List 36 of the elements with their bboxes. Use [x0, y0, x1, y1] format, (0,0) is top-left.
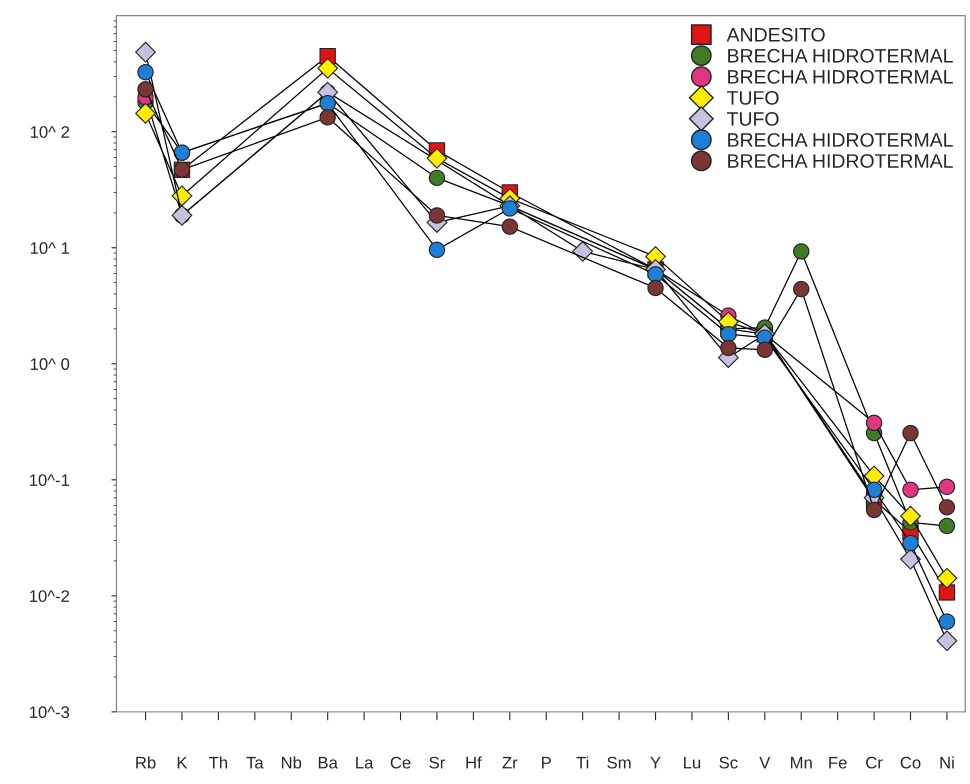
x-tick-label: Fe — [829, 756, 847, 769]
x-tick-label: Co — [900, 756, 920, 769]
x-tick-label: Zr — [502, 756, 518, 768]
y-tick-label: 10^ 0 — [30, 358, 70, 370]
x-tick-label: Cr — [866, 756, 883, 769]
x-tick-label: Y — [650, 756, 661, 768]
x-tick-label: Th — [209, 756, 228, 768]
y-tick-label: 10^-1 — [30, 474, 70, 486]
x-tick-label: P — [542, 756, 551, 768]
x-tick-label: V — [759, 756, 770, 768]
x-tick-label: Sr — [429, 756, 446, 769]
legend-label: TUFO — [727, 90, 779, 105]
x-tick-label: Lu — [684, 756, 700, 769]
x-tick-label: Ti — [576, 756, 588, 768]
x-tick-label: Ba — [318, 756, 338, 769]
y-tick-label: 10^ 2 — [30, 126, 70, 138]
legend-label: TUFO — [727, 112, 779, 126]
legend-label: BRECHA HIDROTERMAL — [728, 48, 953, 63]
y-tick-label: 10^ 1 — [30, 242, 70, 254]
x-tick-label: K — [178, 756, 188, 768]
y-tick-label: 10^-2 — [30, 590, 70, 602]
x-tick-label: Sm — [607, 756, 630, 769]
legend-label: BRECHA HIDROTERMAL — [728, 154, 953, 168]
x-tick-label: La — [356, 756, 374, 769]
x-tick-label: Ta — [246, 756, 264, 769]
x-tick-label: Hf — [466, 756, 482, 768]
x-tick-label: Mn — [791, 756, 812, 768]
x-tick-label: Ce — [390, 756, 410, 769]
x-tick-label: Ni — [940, 756, 954, 768]
legend-label: ANDESITO — [726, 28, 825, 42]
x-tick-label: Nb — [282, 756, 302, 769]
legend-label: BRECHA HIDROTERMAL — [728, 133, 953, 147]
legend-label: BRECHA HIDROTERMAL — [728, 70, 953, 84]
y-tick-label: 10^-3 — [30, 706, 70, 718]
x-tick-label: Rb — [136, 756, 156, 769]
x-tick-label: Sc — [719, 756, 738, 769]
